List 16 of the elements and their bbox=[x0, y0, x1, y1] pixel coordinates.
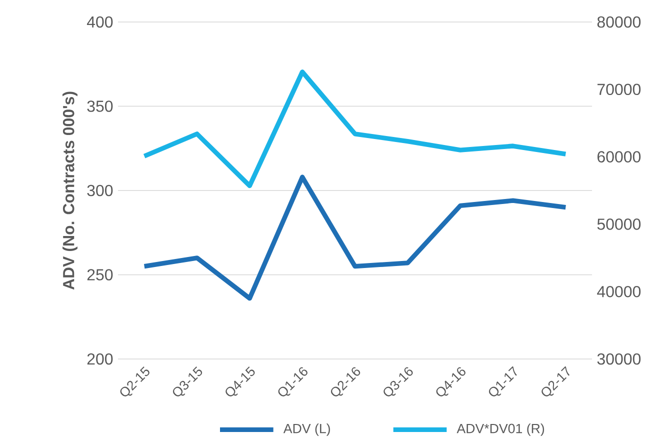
y2-tick-label: 70000 bbox=[598, 84, 641, 96]
y2-tick-label: 40000 bbox=[597, 286, 641, 298]
y-tick-label: 200 bbox=[87, 353, 113, 365]
y-tick-label: 350 bbox=[87, 100, 113, 112]
legend-label: ADV*DV01 (R) bbox=[456, 423, 544, 436]
y-tick-label: 300 bbox=[87, 184, 113, 196]
y2-tick-label: 30000 bbox=[597, 353, 641, 365]
y2-tick-label: 60000 bbox=[598, 151, 641, 162]
legend-label: ADV (L) bbox=[283, 423, 330, 436]
y-tick-label: 400 bbox=[86, 16, 113, 28]
y2-tick-label: 50000 bbox=[597, 218, 641, 230]
line-series bbox=[142, 174, 568, 301]
line-series bbox=[142, 70, 568, 188]
y-axis-title: ADV (No. Contracts 000's) bbox=[62, 92, 78, 290]
y2-tick-label: 80000 bbox=[597, 16, 641, 28]
y-tick-label: 250 bbox=[87, 269, 113, 280]
